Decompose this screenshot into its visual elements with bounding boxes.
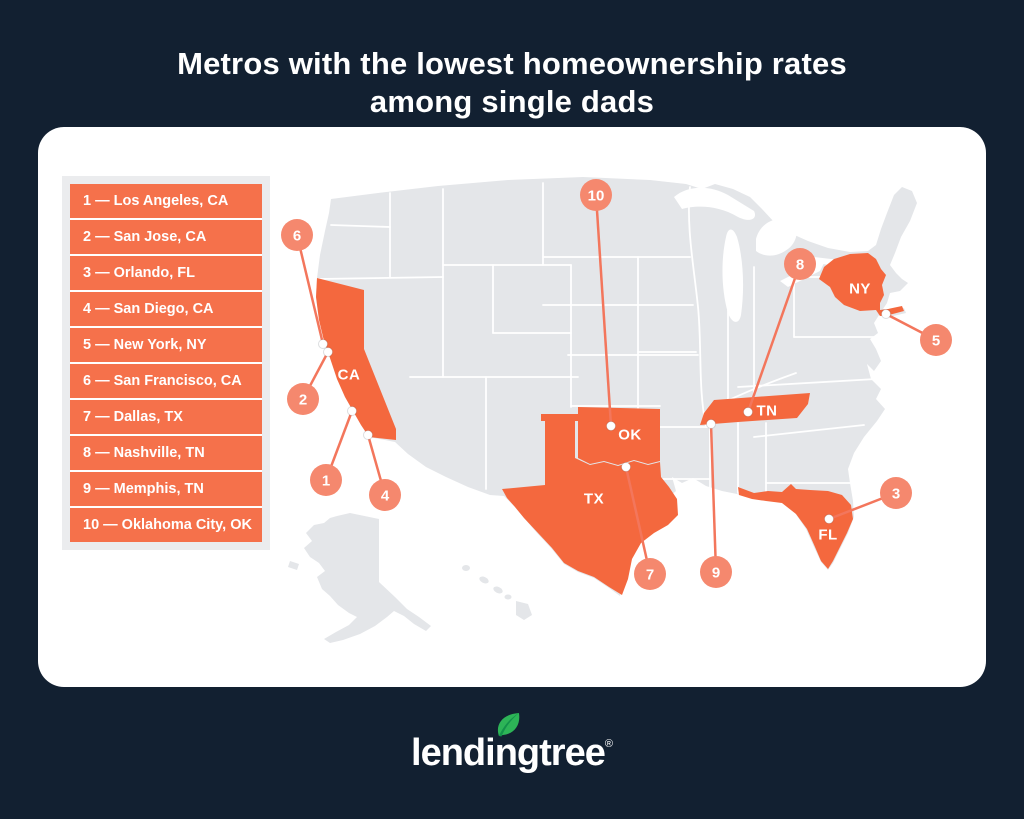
legend-item: 8 — Nashville, TN: [70, 436, 262, 472]
city-dot: [606, 421, 616, 431]
city-dot: [621, 462, 631, 472]
city-dot: [318, 339, 328, 349]
city-dot: [881, 309, 891, 319]
logo-text: lendingtree: [411, 732, 606, 774]
state-shape-ny: [819, 253, 904, 316]
callout-number: 2: [299, 392, 307, 409]
alaska-shape: [304, 513, 431, 643]
callout-number: 7: [646, 567, 654, 584]
highlighted-states: [316, 253, 904, 595]
callout-bubble: [287, 383, 319, 415]
legend-item: 9 — Memphis, TN: [70, 472, 262, 508]
callout-bubble: [369, 479, 401, 511]
registered-mark: ®: [604, 738, 613, 750]
page-title-line1: Metros with the lowest homeownership rat…: [177, 45, 847, 81]
logo-area: lendingtree®: [0, 710, 1024, 772]
legend-item: 6 — San Francisco, CA: [70, 364, 262, 400]
legend-item: 5 — New York, NY: [70, 328, 262, 364]
state-label-tn: TN: [757, 403, 778, 420]
callout-bubble: [580, 179, 612, 211]
legend-item: 4 — San Diego, CA: [70, 292, 262, 328]
leaf-icon: [497, 713, 520, 737]
legend-item: 7 — Dallas, TX: [70, 400, 262, 436]
state-shape-tx: [502, 421, 678, 595]
us-map: CA TX OK TN NY FL 1 2 3 4 5 6 7 8 9 10: [281, 177, 952, 643]
city-dot: [363, 430, 373, 440]
city-dot: [743, 407, 753, 417]
state-label-ny: NY: [849, 281, 871, 298]
state-label-tx: TX: [584, 491, 604, 508]
state-labels-layer: CA TX OK TN NY FL: [338, 281, 871, 544]
callout-bubble: [634, 558, 666, 590]
legend-panel: 1 — Los Angeles, CA 2 — San Jose, CA 3 — O…: [62, 176, 270, 550]
state-label-ok: OK: [618, 427, 642, 444]
city-dot: [824, 514, 834, 524]
state-shape-tn: [700, 393, 810, 425]
callout-bubble: [310, 464, 342, 496]
lendingtree-logo: lendingtree®: [411, 710, 613, 772]
callout-bubble: [920, 324, 952, 356]
legend-item: 2 — San Jose, CA: [70, 220, 262, 256]
state-shape-ca: [316, 278, 396, 440]
city-dot: [323, 347, 333, 357]
page-title-line2: among single dads: [369, 83, 655, 119]
callout-bubble: [700, 556, 732, 588]
callout-bubble: [880, 477, 912, 509]
callout-number: 4: [381, 488, 390, 505]
hawaii-islands: [462, 565, 532, 620]
callout-line: [746, 263, 802, 413]
callout-number: 5: [932, 333, 940, 350]
legend-item: 3 — Orlando, FL: [70, 256, 262, 292]
callout-number: 8: [796, 257, 804, 274]
callout-line: [295, 234, 325, 345]
state-label-ca: CA: [338, 367, 361, 384]
callout-line: [709, 423, 718, 573]
map-card: CA TX OK TN NY FL 1 2 3 4 5 6 7 8 9 10 1 — Los Angeles…: [38, 127, 986, 687]
city-dots-layer: [318, 309, 891, 524]
callout-bubbles-layer: 1 2 3 4 5 6 7 8 9 10: [281, 179, 952, 590]
city-dot: [706, 419, 716, 429]
state-shape-ok: [541, 407, 660, 465]
legend-list: 1 — Los Angeles, CA 2 — San Jose, CA 3 — O…: [70, 184, 262, 542]
alaska-island: [288, 561, 299, 570]
great-lakes: [674, 187, 848, 322]
page-title: Metros with the lowest homeownership rat…: [0, 45, 1024, 121]
legend-item: 10 — Oklahoma City, OK: [70, 508, 262, 542]
callout-number: 1: [322, 473, 330, 490]
callout-number: 3: [892, 486, 900, 503]
callout-number: 9: [712, 565, 720, 582]
callout-number: 10: [588, 188, 605, 205]
state-borders: [317, 182, 877, 498]
state-label-fl: FL: [818, 527, 837, 544]
callout-line: [624, 466, 652, 575]
city-dot: [347, 406, 357, 416]
state-shape-fl: [738, 484, 853, 569]
callout-number: 6: [293, 228, 301, 245]
legend-item: 1 — Los Angeles, CA: [70, 184, 262, 220]
callout-bubble: [784, 248, 816, 280]
callout-line: [594, 194, 613, 427]
callout-bubble: [281, 219, 313, 251]
